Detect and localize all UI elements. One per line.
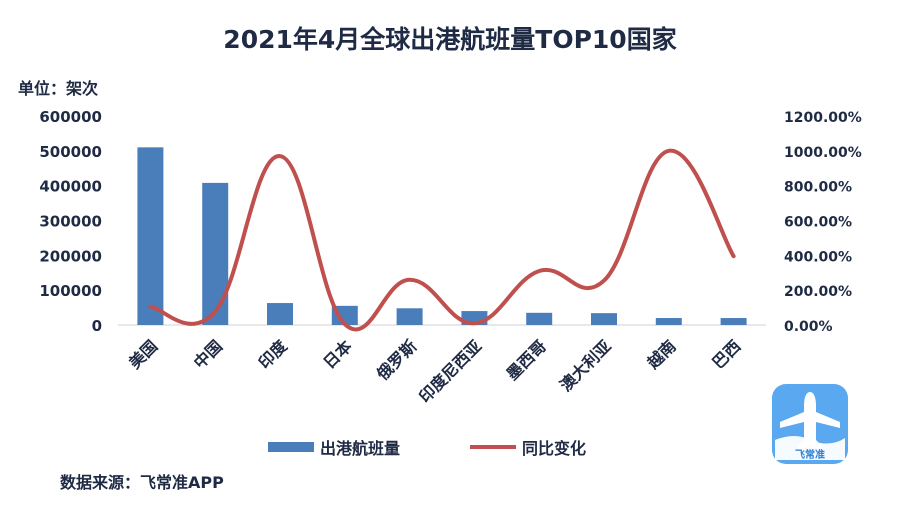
- bar-series: [137, 147, 747, 325]
- right-tick-label: 0.00%: [784, 319, 833, 335]
- left-tick-label: 500000: [39, 143, 102, 161]
- airplane-icon: [780, 392, 840, 450]
- bar: [331, 305, 358, 325]
- chart-title: 2021年4月全球出港航班量TOP10国家: [223, 25, 676, 54]
- category-label: 越南: [643, 336, 680, 373]
- bar: [396, 308, 423, 325]
- left-tick-label: 400000: [39, 178, 102, 196]
- right-tick-label: 800.00%: [784, 180, 852, 196]
- bar: [591, 313, 617, 325]
- bar: [720, 318, 747, 325]
- bar: [526, 312, 553, 325]
- right-tick-label: 600.00%: [784, 215, 852, 231]
- category-label: 印度尼西亚: [415, 336, 485, 406]
- legend-line-label: 同比变化: [522, 439, 586, 458]
- category-label: 澳大利亚: [556, 336, 615, 395]
- line-series: [148, 148, 736, 332]
- bar: [267, 303, 293, 325]
- category-label: 美国: [125, 336, 161, 372]
- legend-bar-swatch: [268, 442, 314, 452]
- category-label: 印度: [255, 336, 292, 373]
- category-label: 日本: [320, 336, 356, 372]
- category-label: 中国: [190, 336, 226, 372]
- legend-bar-label: 出港航班量: [320, 439, 400, 458]
- logo-text: 飞常准: [795, 448, 825, 461]
- left-tick-label: 100000: [39, 282, 102, 300]
- yoy-line: [148, 148, 736, 332]
- bar: [655, 318, 682, 325]
- left-tick-label: 600000: [39, 108, 102, 126]
- legend: 出港航班量 同比变化: [268, 439, 586, 458]
- category-label: 巴西: [708, 336, 744, 372]
- unit-label: 单位：架次: [18, 79, 98, 98]
- category-label: 墨西哥: [503, 336, 550, 383]
- left-tick-label: 200000: [39, 247, 102, 265]
- right-tick-label: 1200.00%: [784, 110, 862, 126]
- logo-wave: [775, 436, 845, 460]
- bar: [137, 147, 164, 325]
- left-axis-ticks: 0 100000 200000 300000 400000 500000 600000: [39, 108, 102, 335]
- right-tick-label: 200.00%: [784, 284, 852, 300]
- category-label: 俄罗斯: [372, 336, 420, 384]
- source-text: 数据来源：飞常准APP: [60, 473, 224, 492]
- right-tick-label: 1000.00%: [784, 145, 862, 161]
- right-axis-ticks: 0.00% 200.00% 400.00% 600.00% 800.00% 1000.00…: [784, 110, 862, 335]
- left-tick-label: 0: [92, 317, 102, 335]
- left-tick-label: 300000: [39, 213, 102, 231]
- bar: [202, 182, 229, 325]
- app-logo: 飞常准: [772, 384, 848, 464]
- right-tick-label: 400.00%: [784, 249, 852, 265]
